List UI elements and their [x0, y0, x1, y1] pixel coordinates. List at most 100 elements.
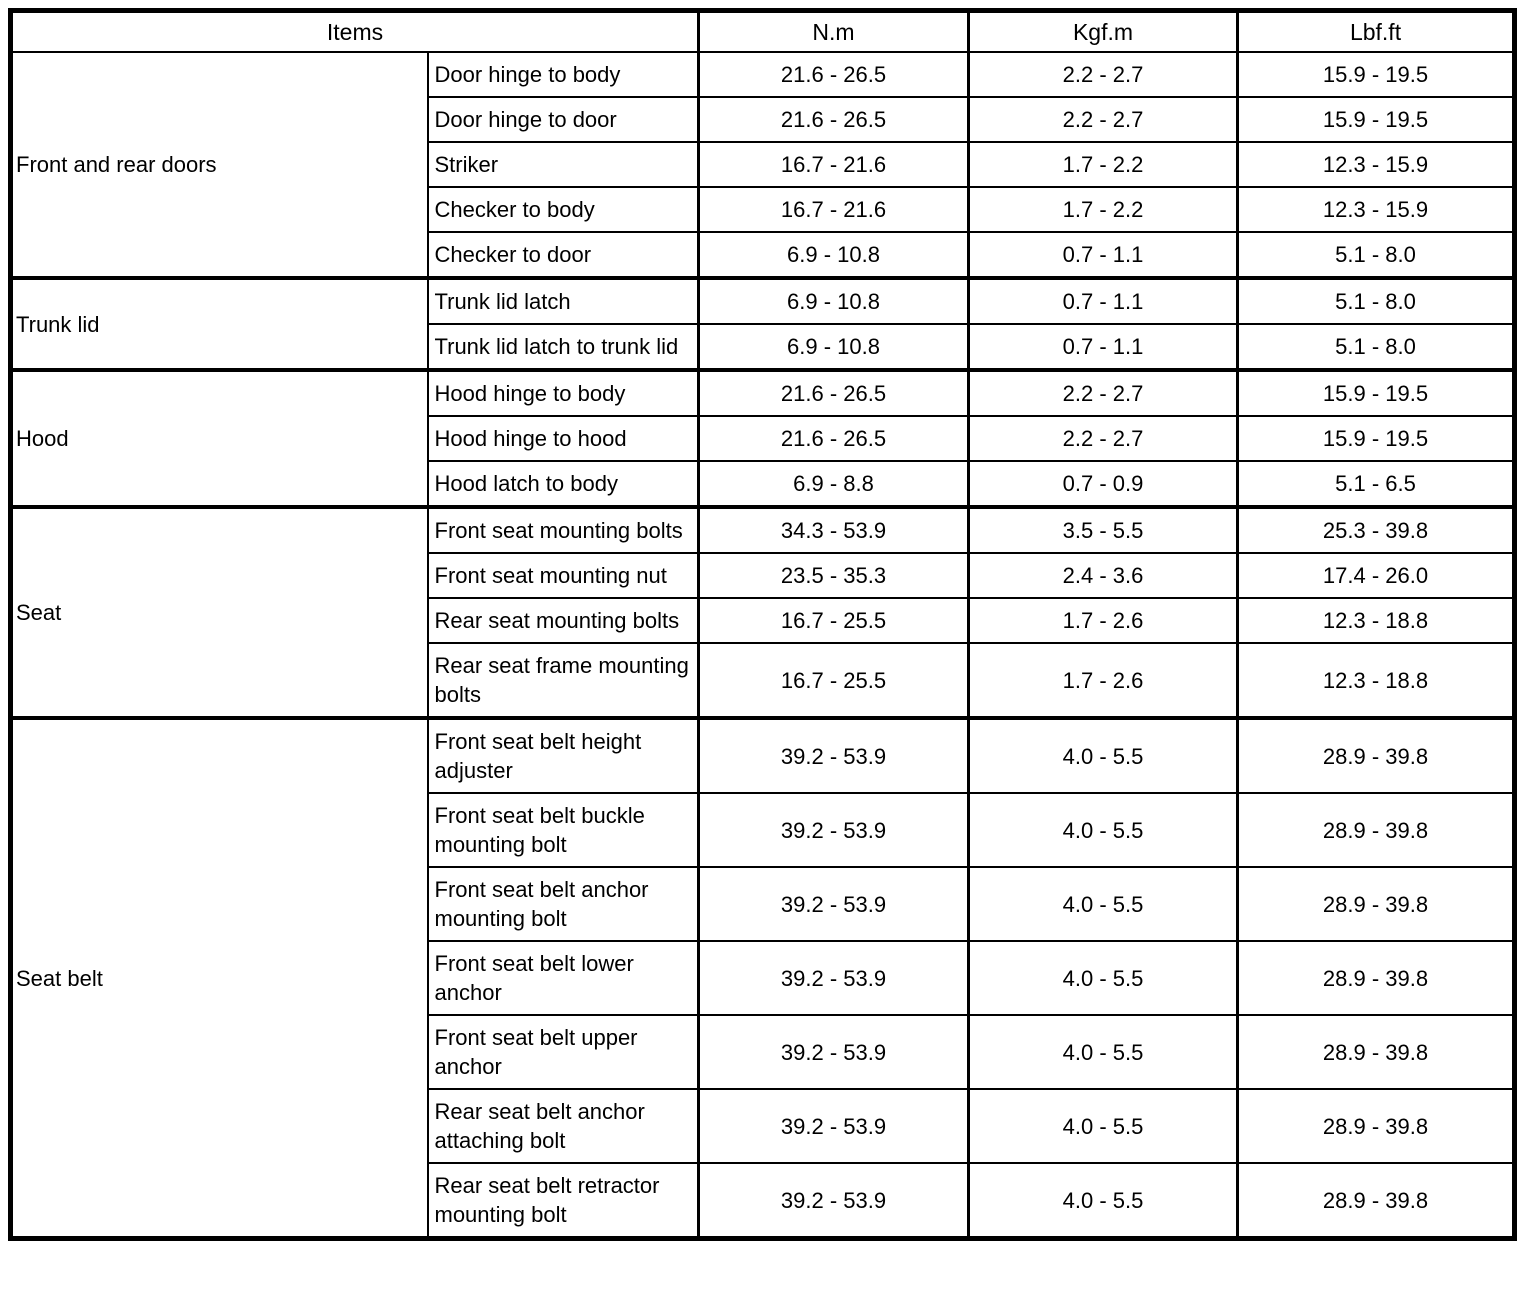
lbfft-value: 12.3 - 18.8 — [1236, 597, 1516, 644]
nm-value: 34.3 - 53.9 — [697, 505, 970, 554]
kgfm-value: 4.0 - 5.5 — [967, 940, 1239, 1016]
kgfm-value: 4.0 - 5.5 — [967, 1088, 1239, 1164]
table-row: Rear seat belt retractor mounting bolt 39… — [11, 1162, 1516, 1240]
lbfft-value: 28.9 - 39.8 — [1236, 792, 1516, 868]
nm-value: 16.7 - 21.6 — [697, 186, 970, 233]
nm-value: 6.9 - 10.8 — [697, 231, 970, 279]
kgfm-value: 0.7 - 1.1 — [967, 276, 1239, 325]
kgfm-value: 2.2 - 2.7 — [967, 368, 1239, 417]
kgfm-value: 3.5 - 5.5 — [967, 505, 1239, 554]
lbfft-value: 28.9 - 39.8 — [1236, 1088, 1516, 1164]
item-label: Front seat belt buckle mounting bolt — [426, 792, 700, 868]
table-body: Front and rear doors Door hinge to body 21… — [9, 51, 1516, 1240]
lbfft-value: 12.3 - 15.9 — [1236, 186, 1516, 233]
table-row: Rear seat mounting bolts 16.7 - 25.5 1.7 -… — [11, 597, 1516, 644]
table-row: Seat belt Front seat belt height adjuster… — [9, 716, 1516, 1240]
table-row: Front seat belt anchor mounting bolt 39.2… — [11, 866, 1516, 942]
group-label: Front and rear doors — [9, 51, 429, 279]
nm-value: 6.9 - 8.8 — [697, 460, 970, 508]
kgfm-value: 4.0 - 5.5 — [967, 792, 1239, 868]
table-row: Rear seat belt anchor attaching bolt 39.2… — [11, 1088, 1516, 1164]
table-row: Hood hinge to hood 21.6 - 26.5 2.2 - 2.7 15… — [11, 415, 1516, 462]
header-row: Items N.m Kgf.m Lbf.ft — [9, 9, 1516, 53]
kgfm-value: 2.4 - 3.6 — [967, 552, 1239, 599]
nm-value: 16.7 - 21.6 — [697, 141, 970, 188]
table-row: Hood Hood hinge to body 21.6 - 26.5 2.2 - 2… — [9, 368, 1516, 508]
item-label: Checker to body — [426, 186, 700, 233]
table-row: Hood latch to body 6.9 - 8.8 0.7 - 0.9 5.1 … — [11, 460, 1516, 508]
group-label: Trunk lid — [9, 276, 429, 371]
group-label: Hood — [9, 368, 429, 508]
items-column-header: Items — [9, 9, 700, 53]
item-label: Front seat mounting nut — [426, 552, 700, 599]
table-row: Front seat mounting nut 23.5 - 35.3 2.4 - … — [11, 552, 1516, 599]
table-row: Checker to door 6.9 - 10.8 0.7 - 1.1 5.1 - … — [11, 231, 1516, 279]
table-row: Door hinge to door 21.6 - 26.5 2.2 - 2.7 15… — [11, 96, 1516, 143]
kgfm-value: 4.0 - 5.5 — [967, 1014, 1239, 1090]
lbfft-value: 15.9 - 19.5 — [1236, 368, 1516, 417]
lbfft-value: 28.9 - 39.8 — [1236, 866, 1516, 942]
table-row: Seat Front seat mounting bolts 34.3 - 53.9… — [9, 505, 1516, 719]
kgfm-value: 0.7 - 0.9 — [967, 460, 1239, 508]
lbfft-value: 28.9 - 39.8 — [1236, 716, 1516, 794]
nm-value: 39.2 - 53.9 — [697, 792, 970, 868]
item-label: Front seat belt upper anchor — [426, 1014, 700, 1090]
lbfft-value: 5.1 - 8.0 — [1236, 323, 1516, 371]
table-row: Front seat belt upper anchor 39.2 - 53.9 4… — [11, 1014, 1516, 1090]
item-label: Front seat belt height adjuster — [426, 716, 700, 794]
lbfft-value: 12.3 - 18.8 — [1236, 642, 1516, 719]
kgfm-value: 2.2 - 2.7 — [967, 51, 1239, 98]
item-label: Rear seat frame mounting bolts — [426, 642, 700, 719]
kgfm-value: 1.7 - 2.6 — [967, 597, 1239, 644]
item-label: Hood hinge to hood — [426, 415, 700, 462]
nm-value: 6.9 - 10.8 — [697, 276, 970, 325]
item-label: Door hinge to body — [426, 51, 700, 98]
nm-value: 21.6 - 26.5 — [697, 368, 970, 417]
item-label: Hood latch to body — [426, 460, 700, 508]
item-label: Rear seat belt retractor mounting bolt — [426, 1162, 700, 1240]
item-label: Front seat belt lower anchor — [426, 940, 700, 1016]
lbfft-value: 17.4 - 26.0 — [1236, 552, 1516, 599]
item-label: Hood hinge to body — [426, 368, 700, 417]
lbfft-value: 28.9 - 39.8 — [1236, 1014, 1516, 1090]
nm-value: 21.6 - 26.5 — [697, 415, 970, 462]
lbfft-value: 12.3 - 15.9 — [1236, 141, 1516, 188]
table-row: Front seat belt buckle mounting bolt 39.2… — [11, 792, 1516, 868]
nm-column-header: N.m — [697, 9, 970, 53]
group-label: Seat belt — [9, 716, 429, 1240]
nm-value: 39.2 - 53.9 — [697, 1014, 970, 1090]
lbfft-value: 5.1 - 8.0 — [1236, 276, 1516, 325]
nm-value: 16.7 - 25.5 — [697, 642, 970, 719]
nm-value: 39.2 - 53.9 — [697, 1088, 970, 1164]
kgfm-value: 4.0 - 5.5 — [967, 866, 1239, 942]
table-row: Rear seat frame mounting bolts 16.7 - 25.… — [11, 642, 1516, 719]
lbfft-column-header: Lbf.ft — [1236, 9, 1516, 53]
kgfm-value: 1.7 - 2.6 — [967, 642, 1239, 719]
lbfft-value: 5.1 - 6.5 — [1236, 460, 1516, 508]
item-label: Trunk lid latch — [426, 276, 700, 325]
kgfm-value: 2.2 - 2.7 — [967, 96, 1239, 143]
nm-value: 39.2 - 53.9 — [697, 716, 970, 794]
lbfft-value: 25.3 - 39.8 — [1236, 505, 1516, 554]
nm-value: 21.6 - 26.5 — [697, 51, 970, 98]
kgfm-value: 1.7 - 2.2 — [967, 186, 1239, 233]
table-row: Striker 16.7 - 21.6 1.7 - 2.2 12.3 - 15.9 — [11, 141, 1516, 188]
item-label: Checker to door — [426, 231, 700, 279]
item-label: Trunk lid latch to trunk lid — [426, 323, 700, 371]
lbfft-value: 15.9 - 19.5 — [1236, 51, 1516, 98]
nm-value: 23.5 - 35.3 — [697, 552, 970, 599]
lbfft-value: 5.1 - 8.0 — [1236, 231, 1516, 279]
nm-value: 16.7 - 25.5 — [697, 597, 970, 644]
table-row: Front seat belt lower anchor 39.2 - 53.9 4… — [11, 940, 1516, 1016]
lbfft-value: 28.9 - 39.8 — [1236, 1162, 1516, 1240]
lbfft-value: 15.9 - 19.5 — [1236, 415, 1516, 462]
kgfm-value: 0.7 - 1.1 — [967, 323, 1239, 371]
table-row: Checker to body 16.7 - 21.6 1.7 - 2.2 12.3 … — [11, 186, 1516, 233]
table-row: Front and rear doors Door hinge to body 21… — [9, 51, 1516, 279]
kgfm-column-header: Kgf.m — [967, 9, 1239, 53]
kgfm-value: 4.0 - 5.5 — [967, 1162, 1239, 1240]
document-page: Items N.m Kgf.m Lbf.ft Front and rear do… — [8, 8, 1518, 1241]
item-label: Door hinge to door — [426, 96, 700, 143]
lbfft-value: 28.9 - 39.8 — [1236, 940, 1516, 1016]
group-label: Seat — [9, 505, 429, 719]
